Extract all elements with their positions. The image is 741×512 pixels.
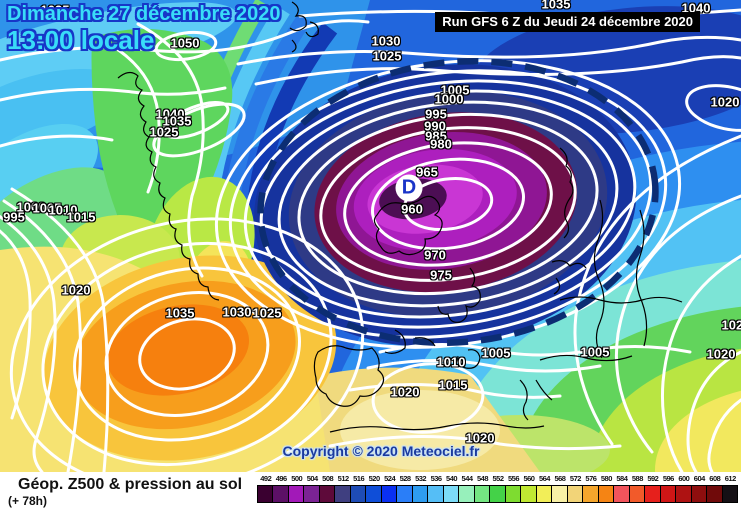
colorbar-cell bbox=[272, 485, 289, 503]
legend-forecast-hour: (+ 78h) bbox=[8, 494, 48, 508]
colorbar-cell bbox=[504, 485, 522, 503]
colorbar-cell bbox=[442, 485, 460, 503]
colorbar-tick: 544 bbox=[461, 474, 474, 483]
colorbar-tick: 500 bbox=[291, 474, 303, 483]
copyright-text: Copyright © 2020 Meteociel.fr bbox=[282, 443, 480, 459]
colorbar-cell bbox=[690, 485, 708, 503]
date-block: Dimanche 27 décembre 2020 13:00 locale bbox=[7, 4, 281, 54]
map-graphic bbox=[0, 0, 741, 472]
colorbar-cell bbox=[396, 485, 413, 503]
colorbar-cell bbox=[520, 485, 537, 503]
colorbar-tick: 520 bbox=[368, 474, 381, 483]
colorbar-tick: 588 bbox=[631, 474, 644, 483]
colorbar-tick: 536 bbox=[430, 474, 443, 483]
colorbar-tick: 504 bbox=[306, 474, 319, 483]
weather-map: 1035 1050 1030 1025 1035 1040 1020 1040 1035 1025… bbox=[0, 0, 741, 472]
low-pressure-marker: D bbox=[395, 174, 423, 202]
colorbar-tick: 540 bbox=[446, 474, 458, 483]
colorbar-tick: 516 bbox=[353, 474, 365, 483]
map-time: 13:00 locale bbox=[7, 25, 155, 55]
low-pressure-letter: D bbox=[401, 176, 417, 199]
colorbar-tick: 508 bbox=[322, 474, 334, 483]
colorbar-tick: 496 bbox=[275, 474, 288, 483]
colorbar-tick: 512 bbox=[337, 474, 350, 483]
colorbar-cell bbox=[566, 485, 584, 503]
colorbar-tick: 576 bbox=[585, 474, 597, 483]
colorbar-cell bbox=[380, 485, 398, 503]
colorbar-tick: 612 bbox=[724, 474, 737, 483]
colorbar-cell bbox=[706, 485, 723, 503]
colorbar-tick: 560 bbox=[523, 474, 535, 483]
colorbar-cell bbox=[628, 485, 646, 503]
colorbar-tick: 524 bbox=[384, 474, 396, 483]
colorbar-cell bbox=[287, 485, 305, 503]
colorbar-cell bbox=[659, 485, 677, 503]
colorbar-cell bbox=[551, 485, 568, 503]
colorbar-tick: 604 bbox=[693, 474, 706, 483]
colorbar-tick: 532 bbox=[415, 474, 427, 483]
colorbar-cell bbox=[582, 485, 599, 503]
colorbar-tick: 564 bbox=[538, 474, 551, 483]
colorbar-tick: 556 bbox=[507, 474, 520, 483]
colorbar-tick: 596 bbox=[662, 474, 675, 483]
colorbar-tick: 528 bbox=[399, 474, 412, 483]
colorbar-cell bbox=[489, 485, 506, 503]
colorbar-tick: 592 bbox=[647, 474, 659, 483]
colorbar-tick: 572 bbox=[569, 474, 582, 483]
colorbar-cell bbox=[613, 485, 630, 503]
colorbar-cell bbox=[675, 485, 692, 503]
colorbar-cell bbox=[303, 485, 320, 503]
colorbar-cell bbox=[644, 485, 661, 503]
colorbar-tick: 580 bbox=[600, 474, 613, 483]
colorbar-cell bbox=[427, 485, 444, 503]
map-date: Dimanche 27 décembre 2020 bbox=[7, 3, 281, 25]
colorbar-cell bbox=[597, 485, 615, 503]
colorbar: 492 496 500 504 508 512 516 520 524 528 532 536 540 5… bbox=[257, 474, 739, 503]
colorbar-ticks: 492 496 500 504 508 512 516 520 524 528 532 536 540 5… bbox=[258, 474, 738, 484]
colorbar-cells bbox=[257, 485, 739, 503]
colorbar-cell bbox=[535, 485, 553, 503]
legend-bar: Géop. Z500 & pression au sol (+ 78h) 492… bbox=[0, 472, 741, 512]
colorbar-tick: 584 bbox=[616, 474, 628, 483]
colorbar-cell bbox=[721, 485, 739, 503]
colorbar-cell bbox=[411, 485, 429, 503]
colorbar-cell bbox=[334, 485, 351, 503]
colorbar-tick: 608 bbox=[709, 474, 721, 483]
colorbar-cell bbox=[257, 485, 274, 503]
colorbar-tick: 552 bbox=[492, 474, 505, 483]
colorbar-tick: 568 bbox=[554, 474, 566, 483]
colorbar-cell bbox=[458, 485, 475, 503]
colorbar-cell bbox=[365, 485, 382, 503]
colorbar-tick: 548 bbox=[477, 474, 489, 483]
colorbar-tick: 600 bbox=[678, 474, 690, 483]
colorbar-cell bbox=[473, 485, 491, 503]
colorbar-cell bbox=[318, 485, 336, 503]
run-info-badge: Run GFS 6 Z du Jeudi 24 décembre 2020 bbox=[435, 12, 700, 32]
colorbar-tick: 492 bbox=[260, 474, 272, 483]
legend-title: Géop. Z500 & pression au sol bbox=[18, 476, 243, 493]
colorbar-cell bbox=[349, 485, 367, 503]
